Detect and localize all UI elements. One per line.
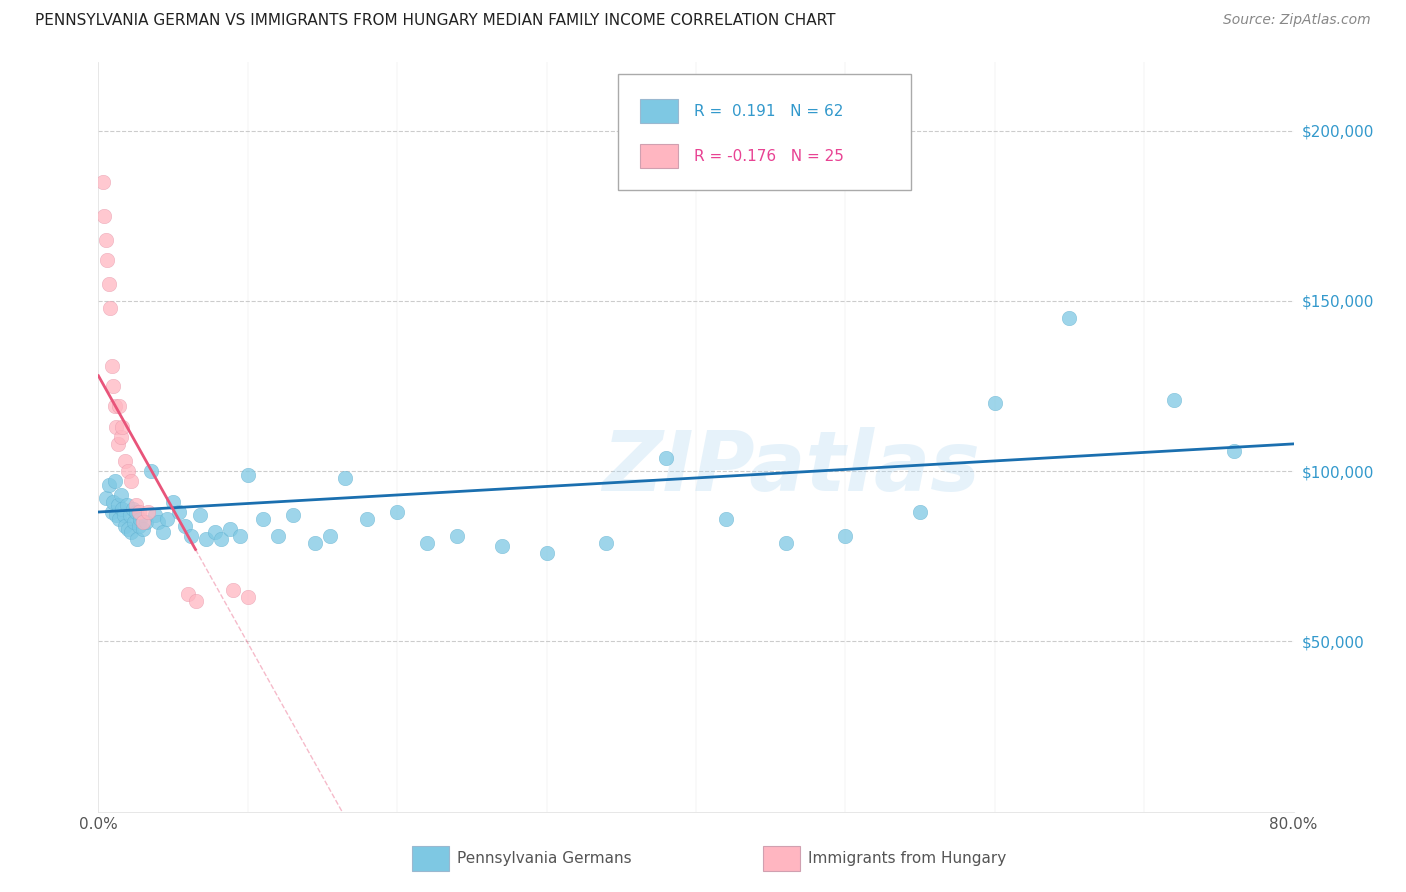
Point xyxy=(356,512,378,526)
Point xyxy=(491,539,513,553)
FancyBboxPatch shape xyxy=(640,145,678,168)
Point xyxy=(111,501,134,516)
Point xyxy=(188,508,211,523)
Point xyxy=(101,359,124,373)
Point xyxy=(222,583,245,598)
Point xyxy=(204,525,226,540)
Point xyxy=(229,529,252,543)
Point xyxy=(108,512,131,526)
Point xyxy=(167,505,190,519)
Point xyxy=(148,515,170,529)
Point xyxy=(536,546,558,560)
Point xyxy=(94,233,117,247)
Point xyxy=(104,475,127,489)
Point xyxy=(446,529,468,543)
Point xyxy=(103,495,125,509)
Point xyxy=(117,522,139,536)
Point xyxy=(97,477,120,491)
Point xyxy=(97,277,120,291)
Point xyxy=(117,464,139,478)
Point xyxy=(101,505,124,519)
Point xyxy=(114,518,136,533)
Point xyxy=(105,420,128,434)
Point xyxy=(94,491,117,506)
Point xyxy=(143,508,166,523)
Point xyxy=(319,529,342,543)
Text: Source: ZipAtlas.com: Source: ZipAtlas.com xyxy=(1223,13,1371,28)
Point xyxy=(775,535,797,549)
Text: ZIPatlas: ZIPatlas xyxy=(603,426,980,508)
Point xyxy=(834,529,856,543)
Point xyxy=(120,525,142,540)
Point xyxy=(107,498,129,512)
Point xyxy=(267,529,290,543)
Point xyxy=(127,533,149,547)
Point xyxy=(118,508,141,523)
Point xyxy=(112,508,135,523)
FancyBboxPatch shape xyxy=(640,99,678,123)
Point xyxy=(162,495,184,509)
Point xyxy=(132,515,155,529)
Point xyxy=(655,450,678,465)
Point xyxy=(124,515,146,529)
Point xyxy=(110,430,132,444)
Point xyxy=(114,454,136,468)
Point xyxy=(115,498,138,512)
Point xyxy=(156,512,179,526)
Point xyxy=(252,512,274,526)
Point xyxy=(714,512,737,526)
Point xyxy=(236,590,259,604)
Point xyxy=(103,379,125,393)
Point xyxy=(304,535,326,549)
Point xyxy=(135,515,157,529)
Point xyxy=(125,505,148,519)
Point xyxy=(152,525,174,540)
Point xyxy=(104,400,127,414)
Text: R =  0.191   N = 62: R = 0.191 N = 62 xyxy=(693,103,844,119)
Point xyxy=(385,505,409,519)
Point xyxy=(236,467,259,482)
Point xyxy=(595,535,617,549)
Point xyxy=(281,508,304,523)
Text: R = -0.176   N = 25: R = -0.176 N = 25 xyxy=(693,149,844,163)
Point xyxy=(108,400,131,414)
Point xyxy=(120,475,142,489)
Point xyxy=(333,471,356,485)
Text: Immigrants from Hungary: Immigrants from Hungary xyxy=(808,851,1007,865)
Point xyxy=(195,533,218,547)
Point xyxy=(908,505,931,519)
Point xyxy=(209,533,232,547)
Point xyxy=(132,522,155,536)
Point xyxy=(984,396,1007,410)
Point xyxy=(96,252,118,267)
Point xyxy=(177,587,200,601)
Point xyxy=(105,508,128,523)
Point xyxy=(139,464,162,478)
Point xyxy=(125,498,148,512)
Point xyxy=(121,501,143,516)
Point xyxy=(1223,443,1246,458)
Point xyxy=(93,209,115,223)
Point xyxy=(416,535,439,549)
Point xyxy=(1163,392,1185,407)
Point xyxy=(174,518,197,533)
Point xyxy=(1059,310,1081,325)
Point xyxy=(91,175,114,189)
Point xyxy=(100,301,122,315)
Point xyxy=(129,512,152,526)
Point xyxy=(111,420,134,434)
Point xyxy=(136,505,159,519)
Text: PENNSYLVANIA GERMAN VS IMMIGRANTS FROM HUNGARY MEDIAN FAMILY INCOME CORRELATION : PENNSYLVANIA GERMAN VS IMMIGRANTS FROM H… xyxy=(35,13,835,29)
Point xyxy=(128,518,150,533)
Text: Pennsylvania Germans: Pennsylvania Germans xyxy=(457,851,631,865)
Point xyxy=(219,522,242,536)
Point xyxy=(184,593,207,607)
Point xyxy=(128,505,150,519)
Point xyxy=(110,488,132,502)
FancyBboxPatch shape xyxy=(619,74,911,190)
Point xyxy=(107,437,129,451)
Point xyxy=(180,529,202,543)
